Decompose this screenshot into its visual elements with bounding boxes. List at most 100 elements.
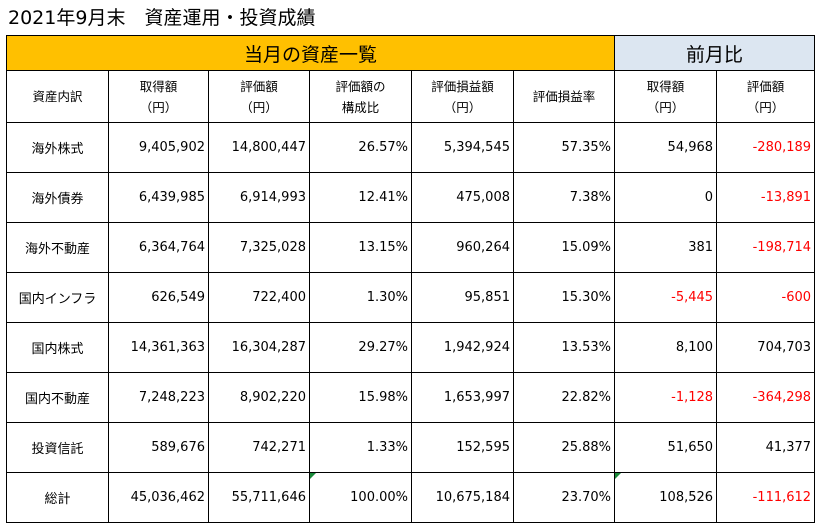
cell-diff-cost[interactable]: -5,445	[614, 272, 718, 323]
banner-current-month: 当月の資産一覧	[5, 35, 616, 71]
cell-asset-class[interactable]: 国内インフラ	[6, 272, 109, 323]
table-row: 国内株式 14,361,363 16,304,287 29.27% 1,942,924 1…	[6, 322, 816, 373]
cell-pl-rate[interactable]: 13.53%	[512, 322, 616, 373]
cell-diff-value[interactable]: -600	[716, 272, 816, 323]
header-text-line: （円）	[746, 99, 785, 115]
cell-asset-class[interactable]: 国内株式	[6, 322, 109, 373]
cell-asset-class[interactable]: 海外株式	[6, 122, 109, 173]
cell-value[interactable]: 55,711,646	[208, 472, 310, 523]
cell-value[interactable]: 7,325,028	[208, 222, 310, 273]
cell-pl-amount[interactable]: 5,394,545	[411, 122, 514, 173]
table-row: 投資信託 589,676 742,271 1.33% 152,595 25.88% 51,6…	[6, 422, 816, 473]
header-text-line: 評価損益額	[431, 78, 494, 94]
cell-diff-value[interactable]: -13,891	[716, 172, 816, 223]
cell-pl-amount[interactable]: 1,942,924	[411, 322, 514, 373]
cell-pl-rate[interactable]: 23.70%	[512, 472, 616, 523]
cell-diff-cost[interactable]: 108,526	[614, 472, 718, 523]
cell-diff-cost[interactable]: 51,650	[614, 422, 718, 473]
cell-pl-amount[interactable]: 1,653,997	[411, 372, 514, 423]
cell-diff-value[interactable]: -111,612	[716, 472, 816, 523]
cell-asset-class[interactable]: 国内不動産	[6, 372, 109, 423]
table-row: 海外債券 6,439,985 6,914,993 12.41% 475,008 7.38%…	[6, 172, 816, 223]
cell-cost[interactable]: 6,364,764	[108, 222, 209, 273]
header-text-line: 取得額	[139, 78, 178, 94]
cell-pl-rate[interactable]: 57.35%	[512, 122, 616, 173]
cell-asset-class[interactable]: 投資信託	[6, 422, 109, 473]
cell-pl-amount[interactable]: 10,675,184	[411, 472, 514, 523]
cell-asset-class[interactable]: 海外不動産	[6, 222, 109, 273]
cell-asset-class[interactable]: 海外債券	[6, 172, 109, 223]
cell-cost[interactable]: 9,405,902	[108, 122, 209, 173]
cell-pl-amount[interactable]: 960,264	[411, 222, 514, 273]
table-row: 総計 45,036,462 55,711,646 100.00% 10,675,184 2…	[6, 472, 816, 523]
header-text-line: （円）	[240, 99, 278, 115]
cell-value[interactable]: 722,400	[208, 272, 310, 323]
cell-pl-rate[interactable]: 15.09%	[512, 222, 616, 273]
header-pl-amount: 評価損益額 （円）	[411, 70, 514, 123]
cell-value[interactable]: 8,902,220	[208, 372, 310, 423]
cell-composition[interactable]: 100.00%	[309, 472, 412, 523]
header-text-line: 構成比	[341, 99, 380, 115]
cell-pl-rate[interactable]: 15.30%	[512, 272, 616, 323]
header-text-line: （円）	[646, 99, 685, 115]
cell-value[interactable]: 16,304,287	[208, 322, 310, 373]
cell-diff-value[interactable]: -364,298	[716, 372, 816, 423]
header-text-line: 評価損益率	[532, 89, 596, 104]
cell-composition[interactable]: 29.27%	[309, 322, 412, 373]
header-text-line: 評価額の	[335, 78, 386, 94]
cell-diff-value[interactable]: -198,714	[716, 222, 816, 273]
header-text-line: （円）	[139, 99, 178, 115]
header-row: 資産内訳 取得額 （円） 評価額 （円） 評価額の構成比 評価損益額 （円） 評価損益率 取得額 （…	[6, 70, 816, 123]
cell-cost[interactable]: 45,036,462	[108, 472, 209, 523]
table-body: 海外株式 9,405,902 14,800,447 26.57% 5,394,545 57…	[6, 122, 816, 523]
cell-cost[interactable]: 589,676	[108, 422, 209, 473]
asset-table: 当月の資産一覧 前月比 資産内訳 取得額 （円） 評価額 （円） 評価額の 構成比 評価損益額…	[5, 35, 816, 523]
cell-diff-value[interactable]: -280,189	[716, 122, 816, 173]
banner-previous-month: 前月比	[614, 35, 816, 71]
cell-composition[interactable]: 1.30%	[309, 272, 412, 323]
cell-composition[interactable]: 1.33%	[309, 422, 412, 473]
cell-composition[interactable]: 26.57%	[309, 122, 412, 173]
table-row: 国内不動産 7,248,223 8,902,220 15.98% 1,653,997 22…	[6, 372, 816, 423]
header-diff-value: 評価額 （円）	[716, 70, 816, 123]
cell-diff-cost[interactable]: 54,968	[614, 122, 718, 173]
cell-cost[interactable]: 6,439,985	[108, 172, 209, 223]
cell-pl-amount[interactable]: 152,595	[411, 422, 514, 473]
cell-asset-class[interactable]: 総計	[6, 472, 109, 523]
header-cost: 取得額 （円）	[108, 70, 209, 123]
cell-composition[interactable]: 13.15%	[309, 222, 412, 273]
cell-value[interactable]: 742,271	[208, 422, 310, 473]
header-pl-rate: 評価損益率	[512, 70, 616, 123]
header-diff-cost: 取得額 （円）	[614, 70, 718, 123]
table-row: 海外株式 9,405,902 14,800,447 26.57% 5,394,545 57…	[6, 122, 816, 173]
cell-pl-rate[interactable]: 7.38%	[512, 172, 616, 223]
cell-diff-cost[interactable]: 0	[614, 172, 718, 223]
header-text-line: 評価額	[240, 78, 278, 94]
cell-composition[interactable]: 12.41%	[309, 172, 412, 223]
cell-composition[interactable]: 15.98%	[309, 372, 412, 423]
cell-diff-cost[interactable]: 381	[614, 222, 718, 273]
header-value: 評価額 （円）	[208, 70, 310, 123]
cell-value[interactable]: 6,914,993	[208, 172, 310, 223]
cell-cost[interactable]: 626,549	[108, 272, 209, 323]
header-text-line: （円）	[443, 99, 482, 115]
cell-diff-value[interactable]: 704,703	[716, 322, 816, 373]
header-composition: 評価額の 構成比	[309, 70, 412, 123]
cell-value[interactable]: 14,800,447	[208, 122, 310, 173]
table-row: 海外不動産 6,364,764 7,325,028 13.15% 960,264 15.0…	[6, 222, 816, 273]
cell-pl-amount[interactable]: 95,851	[411, 272, 514, 323]
cell-pl-amount[interactable]: 475,008	[411, 172, 514, 223]
cell-cost[interactable]: 14,361,363	[108, 322, 209, 373]
cell-diff-cost[interactable]: -1,128	[614, 372, 718, 423]
page-title: 2021年9月末 資産運用・投資成績	[8, 7, 316, 29]
header-text-line: 取得額	[646, 78, 685, 94]
banner-row: 当月の資産一覧 前月比	[5, 35, 816, 71]
cell-pl-rate[interactable]: 25.88%	[512, 422, 616, 473]
header-asset-class: 資産内訳	[6, 70, 109, 123]
table-row: 国内インフラ 626,549 722,400 1.30% 95,851 15.30% -5,…	[6, 272, 816, 323]
cell-pl-rate[interactable]: 22.82%	[512, 372, 616, 423]
cell-cost[interactable]: 7,248,223	[108, 372, 209, 423]
cell-diff-value[interactable]: 41,377	[716, 422, 816, 473]
header-text-line: 評価額	[746, 78, 785, 94]
cell-diff-cost[interactable]: 8,100	[614, 322, 718, 373]
